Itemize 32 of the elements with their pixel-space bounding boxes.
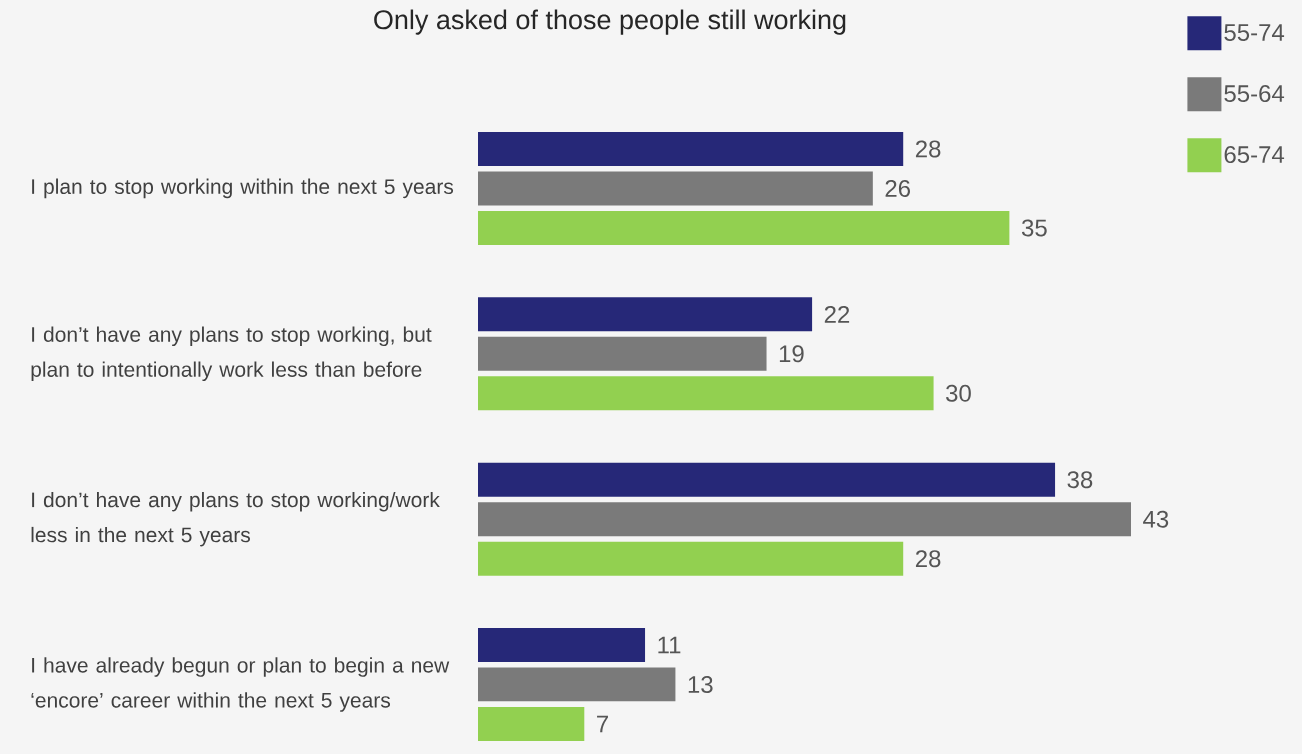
data-label: 28 <box>915 550 941 568</box>
y-tick-label: I don’t have any plans to stop working/work less in the next 5 years <box>31 491 440 547</box>
bar <box>478 297 813 332</box>
data-label: 19 <box>779 345 804 363</box>
data-label: 38 <box>1067 471 1093 489</box>
data-label: 7 <box>597 715 608 733</box>
data-label: 11 <box>658 636 681 654</box>
legend-label: 55-64 <box>1224 85 1285 103</box>
bar <box>478 462 1056 497</box>
bar <box>478 707 585 742</box>
chart-title: Only asked of those people still working <box>374 9 846 35</box>
data-label: 30 <box>946 384 971 402</box>
data-label: 28 <box>915 140 941 158</box>
bar <box>478 502 1131 537</box>
legend-label: 55-74 <box>1224 24 1285 41</box>
legend-label: 65-74 <box>1224 146 1285 164</box>
data-label: 22 <box>824 305 850 323</box>
data-label: 13 <box>688 676 713 694</box>
y-tick-label: I don’t have any plans to stop working, but plan to intentionally work less than before <box>31 326 432 382</box>
bar <box>478 667 676 702</box>
bar <box>478 541 904 576</box>
data-label: 26 <box>885 179 911 197</box>
bar <box>478 376 934 411</box>
data-label: 43 <box>1143 510 1169 528</box>
bar <box>478 336 767 371</box>
bar <box>478 628 646 663</box>
bar <box>478 171 873 206</box>
y-tick-label: I plan to stop working within the next 5 years <box>32 178 454 199</box>
data-label: 35 <box>1021 219 1047 237</box>
y-tick-label: I have already begun or plan to begin a new ‘encore’ career within the next 5 years <box>31 657 450 712</box>
bar <box>478 131 904 166</box>
bar <box>478 210 1010 245</box>
